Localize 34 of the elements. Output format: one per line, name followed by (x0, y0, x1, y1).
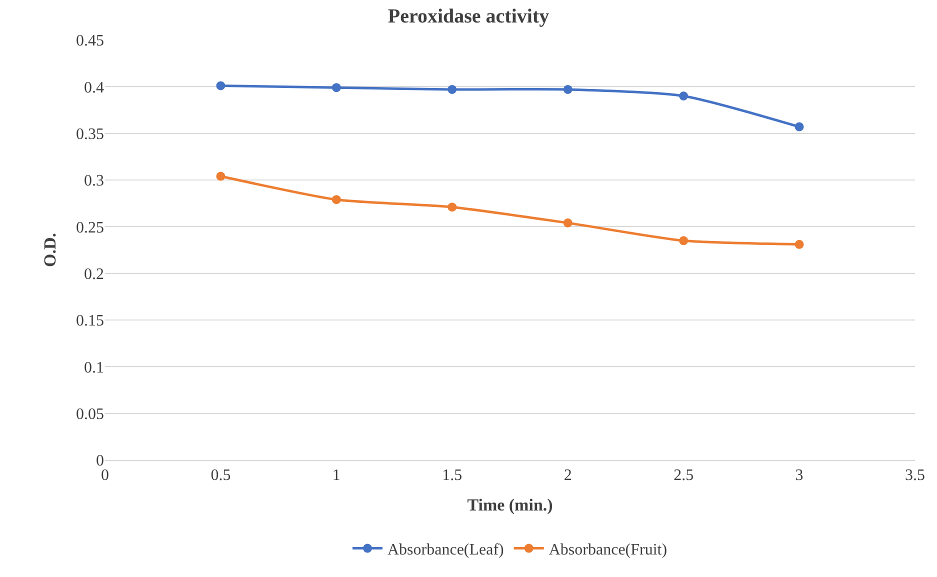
y-tick-label: 0.05 (76, 406, 104, 423)
point (332, 195, 341, 204)
x-tick-label: 2.5 (674, 467, 694, 484)
point (332, 83, 341, 92)
point (563, 218, 572, 228)
x-tick-label: 1.5 (442, 467, 462, 484)
y-tick-label: 0.1 (84, 359, 104, 376)
y-axis-title: O.D. (40, 233, 60, 267)
legend-label: Absorbance(Fruit) (548, 542, 668, 559)
point (679, 236, 688, 246)
x-axis-title: Time (min.) (467, 496, 553, 515)
y-tick-label: 0.3 (84, 172, 104, 190)
point (794, 122, 804, 132)
y-tick-label: 0.25 (76, 219, 104, 236)
y-tick-label: 0.4 (84, 79, 104, 96)
y-tick-label: 0 (96, 452, 104, 470)
point (679, 92, 688, 100)
point (448, 84, 457, 94)
y-tick-label: 0.35 (76, 126, 104, 143)
point (216, 81, 226, 90)
legend-label: Absorbance(Leaf) (388, 542, 504, 559)
x-tick-label: 2 (564, 467, 572, 484)
chart-title: Peroxidase activity (388, 6, 550, 28)
x-tick-label: 0.5 (210, 467, 231, 484)
x-tick-label: 3.5 (905, 467, 925, 484)
y-tick-label: 0.45 (76, 32, 104, 50)
point (563, 84, 572, 94)
y-tick-label: 0.2 (84, 266, 104, 283)
point (794, 240, 804, 249)
point (216, 172, 226, 181)
x-tick-label: 1 (332, 467, 340, 484)
point (448, 202, 457, 212)
y-tick-label: 0.15 (76, 312, 104, 330)
x-tick-label: 3 (795, 467, 804, 484)
